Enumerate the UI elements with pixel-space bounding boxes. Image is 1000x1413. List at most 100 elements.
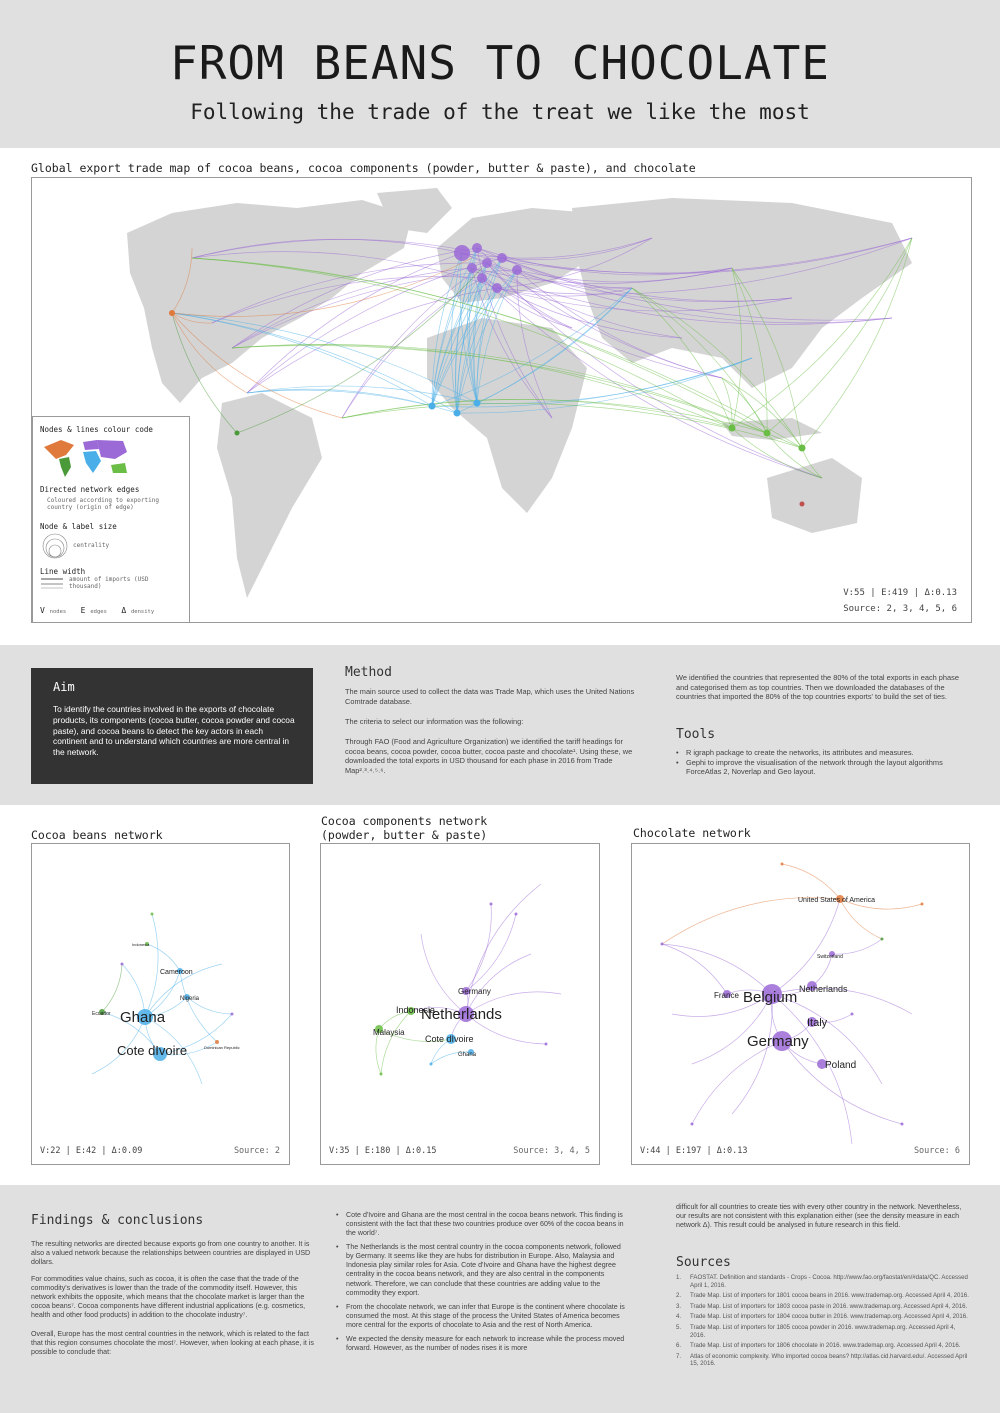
- beans-network-source: Source: 2: [233, 1146, 280, 1156]
- europe-edge: [496, 287, 793, 312]
- trade-nodes: [169, 243, 806, 507]
- europe-node: [482, 258, 492, 268]
- legend-circles-icon: [42, 533, 68, 559]
- asia-node: [798, 444, 806, 452]
- africa-edge: [171, 312, 458, 414]
- asia-shape: [572, 198, 912, 388]
- africa-node: [428, 402, 436, 410]
- network-node: [829, 951, 835, 957]
- network-node: [544, 1042, 548, 1046]
- network-node: [817, 1059, 827, 1069]
- network-edge: [771, 898, 841, 995]
- aim-heading: Aim: [53, 680, 75, 694]
- components-network-panel: Netherlands Indonesia Germany Malaysia Cote …: [320, 843, 600, 1165]
- africa-edge: [431, 287, 633, 407]
- network-edge: [671, 993, 773, 1017]
- network-nodes: [660, 862, 924, 1126]
- asia-edge: [766, 432, 823, 479]
- network-edge: [691, 1040, 783, 1125]
- source-item: 3. Trade Map. List of importers for 1803 …: [676, 1303, 971, 1311]
- network-edges: [375, 883, 562, 1075]
- asia-edge: [721, 377, 768, 434]
- europe-edge: [501, 257, 633, 289]
- map-legend: Nodes & lines colour code Directed netwo…: [32, 416, 190, 622]
- africa-edge: [431, 357, 753, 408]
- node-label: Germany: [458, 987, 491, 996]
- components-network-title: Cocoa components network (powder, butter…: [321, 814, 487, 842]
- network-node: [762, 984, 782, 1004]
- network-edge: [731, 993, 773, 1115]
- africa-edge: [456, 277, 483, 414]
- legend-width-title: Line width: [40, 567, 86, 576]
- network-edge: [144, 913, 159, 1018]
- aim-box: Aim To identify the countries involved i…: [31, 668, 313, 784]
- oceania-node: [799, 501, 805, 507]
- findings-bullet: We expected the density measure for each…: [336, 1335, 626, 1353]
- network-edge: [378, 1028, 452, 1042]
- network-node: [900, 1122, 904, 1126]
- source-text: Trade Map. List of importers for 1801 co…: [690, 1292, 969, 1300]
- legend-edges-title: Directed network edges: [40, 485, 140, 494]
- africa-edge: [467, 267, 478, 404]
- source-text: Atlas of economic complexity. Who import…: [690, 1352, 968, 1368]
- network-node: [514, 912, 518, 916]
- north-america-edge: [171, 312, 248, 394]
- chocolate-network-source: Source: 6: [913, 1146, 960, 1156]
- source-num: 3.: [676, 1302, 682, 1310]
- map-stats: V:55 | E:419 | Δ:0.13: [843, 588, 957, 598]
- network-edge: [465, 883, 542, 1015]
- beans-network-title: Cocoa beans network: [31, 828, 163, 842]
- source-text: Trade Map. List of importers for 1804 co…: [690, 1313, 968, 1321]
- legend-width-desc: amount of imports (USD thousand): [69, 576, 149, 590]
- europe-edge: [496, 237, 913, 295]
- chocolate-network-stats: V:44 | E:197 | Δ:0.13: [640, 1146, 748, 1156]
- europe-edge: [461, 237, 653, 259]
- asia-edge: [341, 398, 733, 429]
- legend-world-icon: [44, 440, 127, 477]
- node-label: Ecuador: [92, 1011, 111, 1017]
- network-node: [446, 1034, 456, 1044]
- network-edge: [839, 898, 883, 940]
- asia-edge: [731, 267, 742, 429]
- africa-edge: [431, 257, 503, 407]
- node-label: France: [714, 991, 739, 1000]
- findings-section: Findings & conclusions The resulting net…: [0, 1185, 1000, 1413]
- source-num: 6.: [676, 1342, 682, 1350]
- network-edge: [831, 938, 883, 955]
- asia-edge: [231, 345, 803, 449]
- network-node: [807, 981, 817, 991]
- europe-node: [497, 253, 507, 263]
- key-v: V: [40, 606, 45, 615]
- source-item: 7. Atlas of economic complexity. Who impo…: [676, 1353, 971, 1368]
- asia-edge: [731, 427, 823, 479]
- poster-subtitle: Following the trade of the treat we like…: [190, 100, 810, 124]
- tools-item: R igraph package to create the networks,…: [676, 748, 966, 758]
- key-v-desc: nodes: [49, 609, 67, 615]
- components-title-line2: (powder, butter & paste): [321, 828, 488, 842]
- europe-node: [492, 283, 502, 293]
- network-node: [230, 1012, 234, 1016]
- north-america-edge: [171, 312, 213, 324]
- europe-edge: [486, 262, 683, 339]
- source-item: 1. FAOSTAT. Definition and standards - Cr…: [676, 1274, 971, 1289]
- africa-node: [473, 399, 481, 407]
- network-edge: [380, 1010, 412, 1075]
- europe-node: [454, 245, 470, 261]
- australia-shape: [767, 458, 862, 533]
- africa-edge: [431, 267, 473, 407]
- findings-bullet: From the chocolate network, we can infer…: [336, 1303, 626, 1330]
- network-node: [920, 902, 924, 906]
- continents: [127, 188, 912, 598]
- europe-edge: [211, 276, 483, 324]
- network-edge: [661, 943, 728, 995]
- europe-edge: [191, 238, 463, 259]
- network-node: [468, 1049, 474, 1055]
- findings-continued: difficult for all countries to create ti…: [676, 1203, 962, 1230]
- north-america-node: [169, 310, 175, 316]
- network-node: [772, 1031, 792, 1051]
- europe-node: [467, 263, 477, 273]
- source-num: 7.: [676, 1352, 682, 1360]
- network-edge: [144, 963, 223, 1018]
- node-label: Indonesia: [396, 1005, 435, 1015]
- africa-edge: [456, 287, 633, 414]
